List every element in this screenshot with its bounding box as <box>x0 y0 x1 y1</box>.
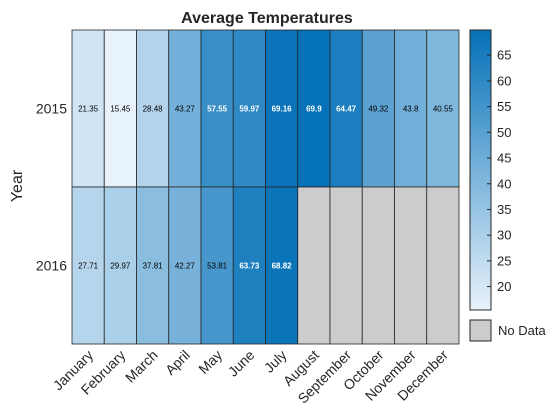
heatmap-cell <box>136 29 170 188</box>
heatmap-cell <box>71 186 105 345</box>
cell-value-label: 57.55 <box>207 105 228 114</box>
heatmap-cell <box>168 186 202 345</box>
heatmap-cell <box>361 29 395 188</box>
cell-value-label: 42.27 <box>175 262 196 271</box>
y-axis-label: Year <box>9 169 26 202</box>
cell-value-label: 37.81 <box>143 262 164 271</box>
colorbar-tick-label: 45 <box>497 151 511 166</box>
x-tick-label: April <box>162 347 193 378</box>
colorbar-tick-label: 55 <box>497 99 511 114</box>
y-tick-label: 2016 <box>36 258 67 274</box>
cell-value-label: 21.35 <box>78 105 99 114</box>
heatmap-cell <box>103 29 137 188</box>
cell-value-label: 15.45 <box>110 105 131 114</box>
cell-value-label: 59.97 <box>239 105 260 114</box>
chart-title: Average Temperatures <box>181 10 353 27</box>
heatmap-cell <box>426 29 460 188</box>
heatmap-cell <box>71 29 105 188</box>
cell-value-label: 43.27 <box>175 105 196 114</box>
cell-value-label: 68.82 <box>272 262 293 271</box>
heatmap-cell <box>103 186 137 345</box>
cell-value-label: 69.16 <box>272 105 293 114</box>
colorbar-tick-label: 30 <box>497 228 511 243</box>
heatmap-cell <box>232 29 266 188</box>
heatmap-cell <box>297 186 331 345</box>
x-tick-label: June <box>225 347 258 380</box>
colorbar-tick-label: 60 <box>497 73 511 88</box>
heatmap-cell <box>394 186 428 345</box>
heatmap-cell <box>168 29 202 188</box>
no-data-swatch <box>469 319 492 342</box>
x-tick-label: March <box>122 347 161 386</box>
colorbar-tick-label: 20 <box>497 279 511 294</box>
cell-value-label: 53.81 <box>207 262 228 271</box>
heatmap-cells: 21.35 15.45 28.48 43.27 57.55 59.97 69.16 69.9 6… <box>71 29 460 345</box>
cell-value-label: 29.97 <box>110 262 131 271</box>
heatmap-cell <box>426 186 460 345</box>
cell-value-label: 27.71 <box>78 262 99 271</box>
colorbar-gradient <box>469 29 492 311</box>
colorbar-tick-label: 65 <box>497 48 511 63</box>
colorbar: 20 25 30 35 40 45 50 55 60 65 <box>469 29 511 311</box>
cell-value-label: 28.48 <box>143 105 164 114</box>
y-tick-label: 2015 <box>36 101 67 117</box>
heatmap-cell <box>232 186 266 345</box>
colorbar-tick-label: 35 <box>497 202 511 217</box>
y-tick-labels: 2015 2016 <box>36 101 67 274</box>
heatmap-cell <box>329 186 363 345</box>
heatmap-cell <box>265 186 299 345</box>
x-tick-label: May <box>195 347 225 377</box>
cell-value-label: 63.73 <box>239 262 260 271</box>
heatmap-cell <box>200 186 234 345</box>
cell-value-label: 64.47 <box>336 105 357 114</box>
colorbar-tick-label: 40 <box>497 176 511 191</box>
cell-value-label: 43.8 <box>403 105 419 114</box>
colorbar-ticks: 20 25 30 35 40 45 50 55 60 65 <box>487 48 511 294</box>
cell-value-label: 69.9 <box>306 105 322 114</box>
no-data-label: No Data <box>498 323 546 338</box>
colorbar-tick-label: 25 <box>497 253 511 268</box>
cell-value-label: 49.32 <box>368 105 389 114</box>
heatmap-cell <box>297 29 331 188</box>
heatmap-cell <box>361 186 395 345</box>
no-data-legend: No Data <box>469 319 546 342</box>
colorbar-tick-label: 50 <box>497 125 511 140</box>
cell-value-label: 40.55 <box>433 105 454 114</box>
